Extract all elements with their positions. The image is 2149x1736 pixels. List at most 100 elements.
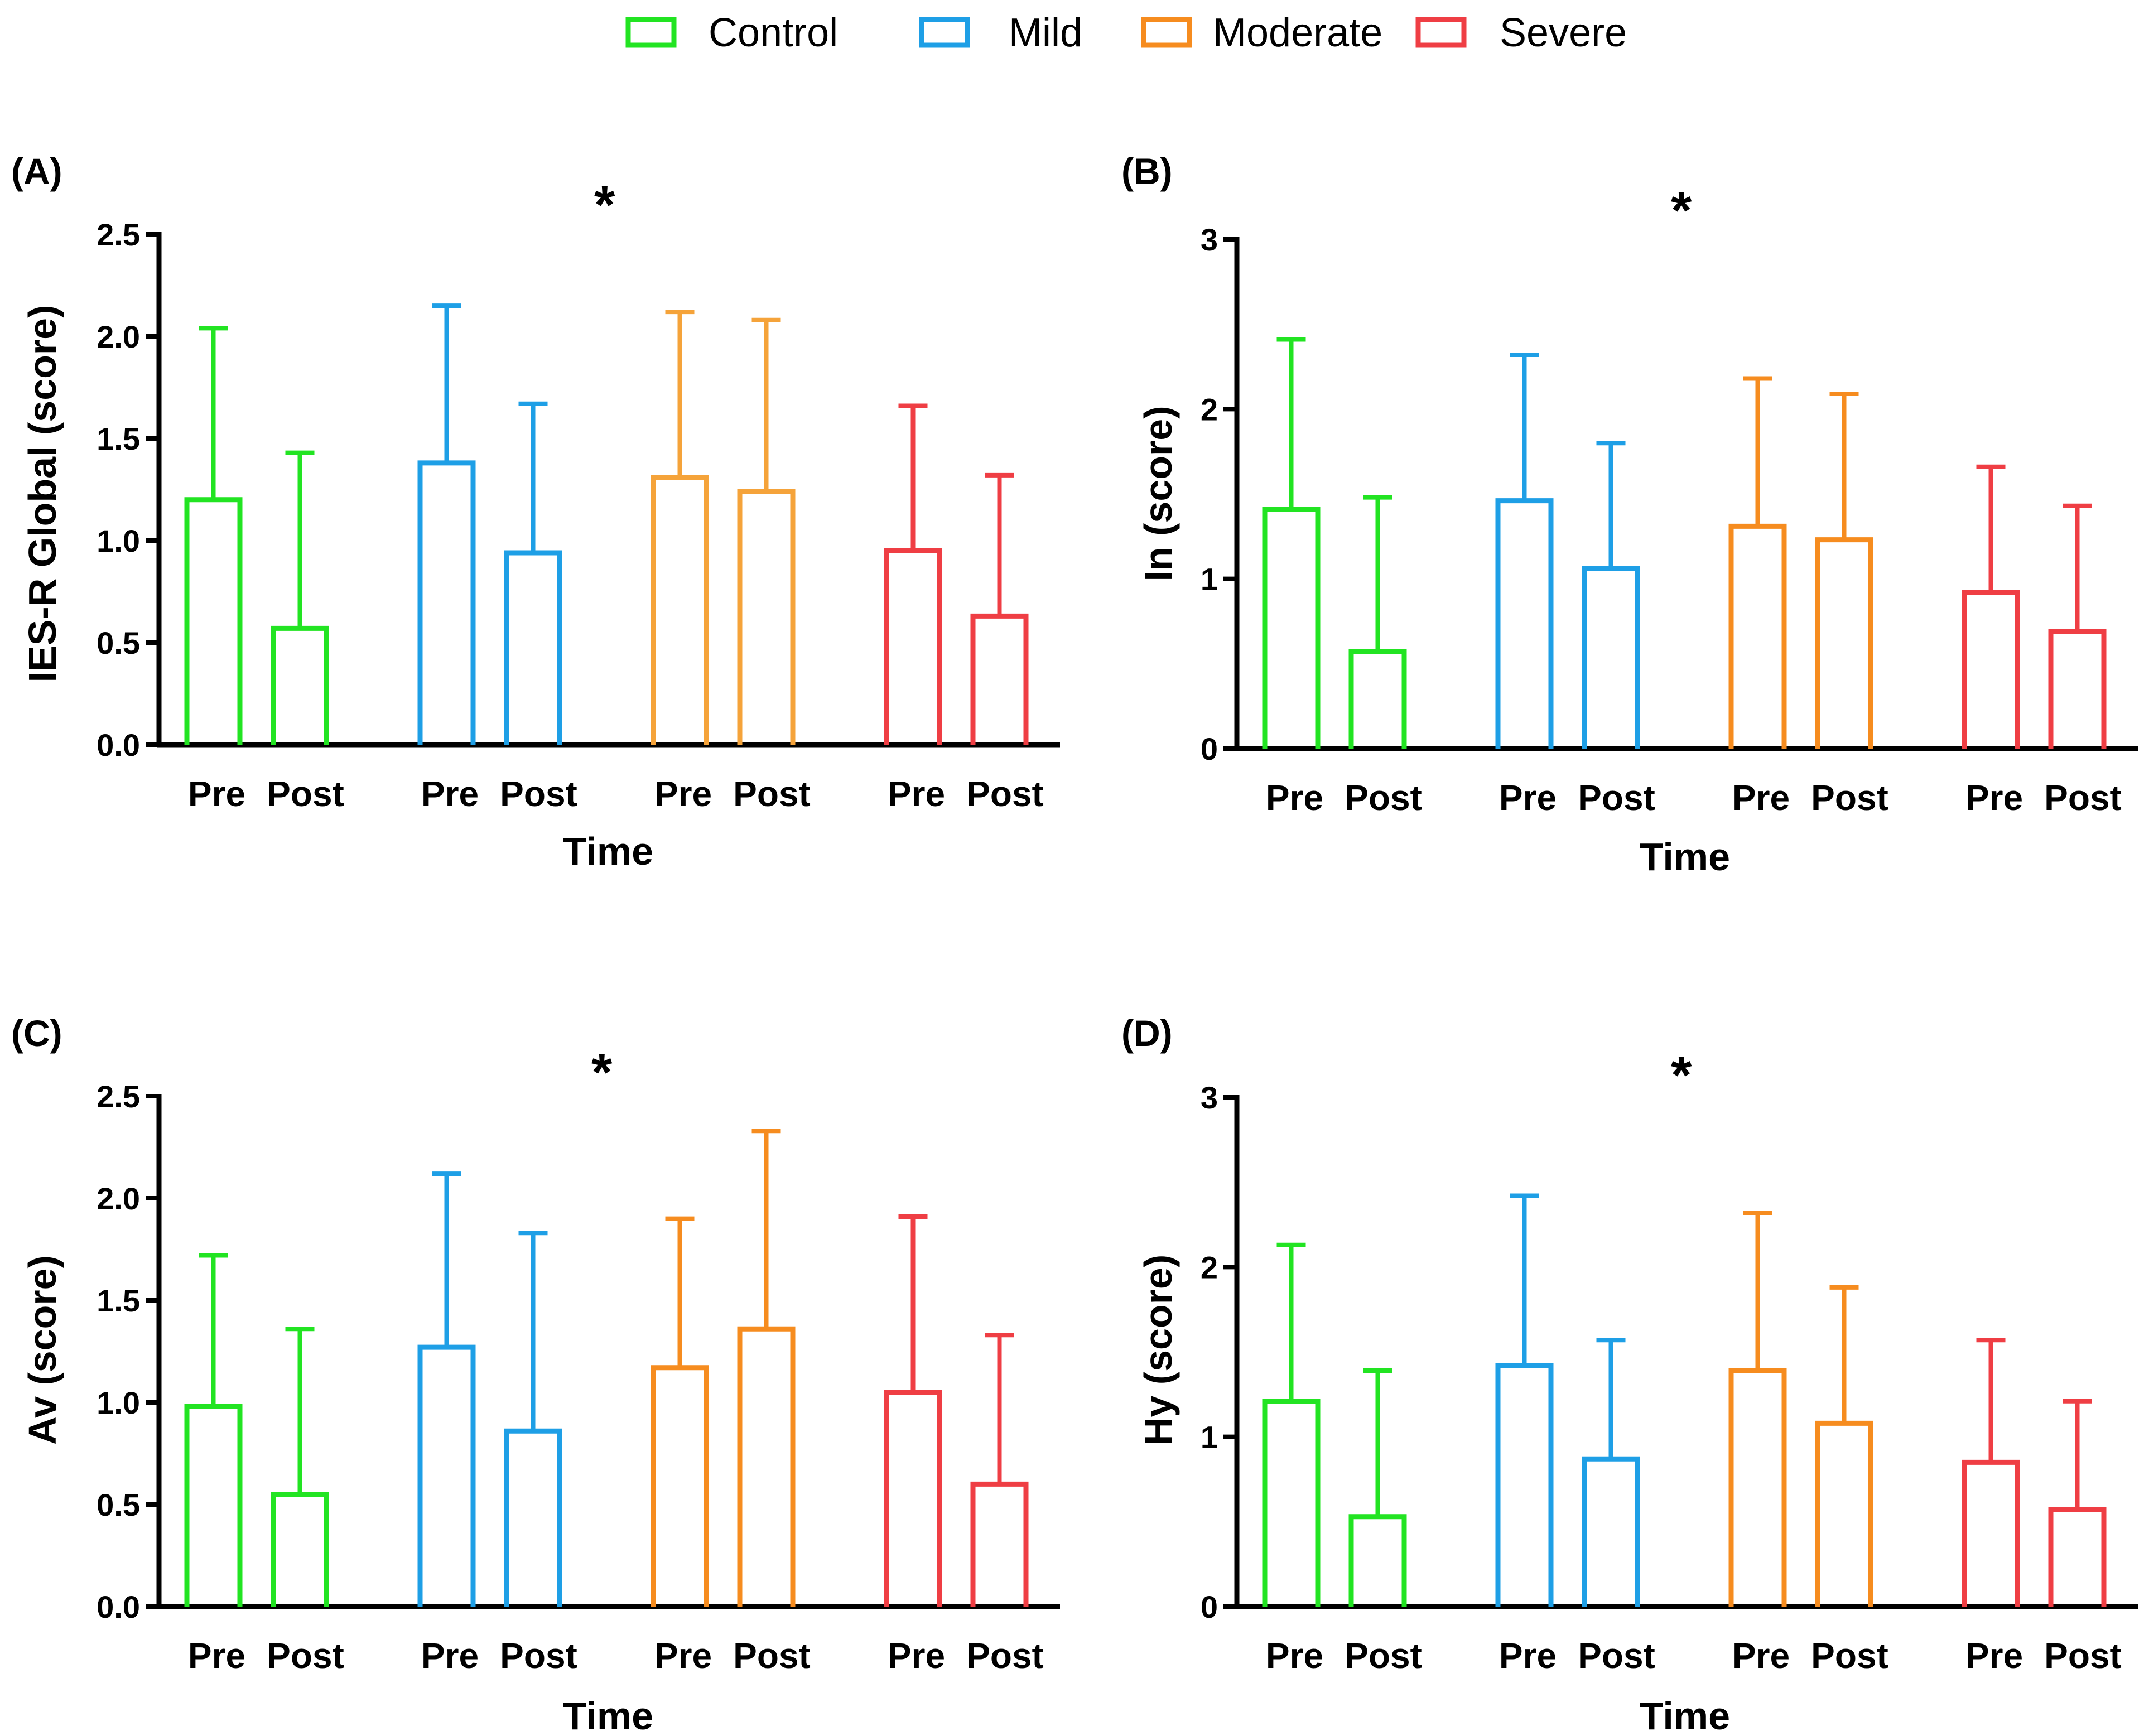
panel-a-y-title: IES-R Global (score): [21, 305, 64, 683]
panel-c-category-label-control-post: Post: [267, 1636, 344, 1676]
panel-d-bar-moderate-pre: [1728, 1368, 1787, 1607]
panel-a-bar-mild-post: [504, 550, 562, 745]
panel-b-label: (B): [1121, 151, 1173, 192]
panel-b-y-tick-label: 1: [1201, 562, 1218, 597]
panel-b-bar-mild-pre: [1495, 498, 1554, 749]
panel-b-bar-moderate-post: [1815, 537, 1873, 749]
panel-d-bar-mild-post: [1582, 1456, 1640, 1607]
panel-c-category-label-mild-pre: Pre: [421, 1636, 479, 1676]
panel-d-label: (D): [1121, 1012, 1173, 1054]
panel-b-bar-severe-pre: [1962, 590, 2020, 749]
panel-b-bar-control-post: [1348, 649, 1407, 749]
legend-swatch-mild: [919, 17, 970, 48]
panel-a-bar-control-pre: [184, 497, 243, 745]
panel-c-y-tick-label: 2.0: [97, 1181, 140, 1216]
panel-b-category-label-severe-post: Post: [2044, 778, 2122, 818]
panel-c-bar-control-post: [271, 1492, 329, 1607]
panel-a-category-label-control-post: Post: [267, 774, 344, 814]
panel-c-category-label-mild-post: Post: [500, 1636, 577, 1676]
panel-d-y-tick-label: 3: [1201, 1080, 1218, 1115]
panel-a-x-title: Time: [563, 830, 653, 873]
panel-c: (C) * Av (score) Time 0.0 0.5 1.0 1.5 2.0 2.5…: [11, 1012, 1060, 1736]
panel-d-category-label-mild-post: Post: [1578, 1636, 1655, 1676]
panel-d-category-label-moderate-pre: Pre: [1732, 1636, 1790, 1676]
legend-item-severe: Severe: [1415, 11, 1627, 55]
panel-c-label: (C): [11, 1012, 62, 1054]
legend-item-moderate: Moderate: [1141, 11, 1382, 55]
panel-d-bar-severe-pre: [1962, 1459, 2020, 1607]
panel-b-category-label-moderate-post: Post: [1811, 778, 1888, 818]
panel-a-y-tick-label: 0.5: [97, 625, 140, 660]
panel-b-category-label-control-post: Post: [1345, 778, 1422, 818]
panel-d-bar-severe-post: [2048, 1507, 2107, 1607]
panel-a-category-label-moderate-pre: Pre: [654, 774, 712, 814]
panel-a-category-label-moderate-post: Post: [733, 774, 811, 814]
panel-b-y-tick-label: 0: [1201, 731, 1218, 766]
panel-a: (A) * IES-R Global (score) Time 0.0 0.5 1.…: [11, 151, 1060, 873]
panel-d-plot: 0 1 2 3 Pre Post Pre Post Pre Post Pre Post: [1201, 1080, 2138, 1676]
panel-a-significance: *: [594, 175, 615, 235]
panel-b-y-tick-label: 2: [1201, 392, 1218, 427]
panel-c-bar-mild-pre: [417, 1344, 476, 1607]
panel-b-category-label-severe-pre: Pre: [1965, 778, 2023, 818]
legend-label-mild: Mild: [1009, 11, 1082, 55]
panel-b-category-label-moderate-pre: Pre: [1732, 778, 1790, 818]
panel-d-y-tick-label: 2: [1201, 1250, 1218, 1285]
panel-a-y-tick-label: 2.0: [97, 319, 140, 354]
panel-a-plot: 0.0 0.5 1.0 1.5 2.0 2.5 Pre Post Pre Post Pre Post P…: [97, 217, 1060, 814]
legend-item-mild: Mild: [919, 11, 1082, 55]
panel-a-bar-severe-post: [970, 613, 1029, 745]
panel-b-y-title: In (score): [1136, 406, 1180, 581]
panel-c-x-title: Time: [563, 1694, 653, 1736]
panel-c-category-label-moderate-post: Post: [733, 1636, 811, 1676]
panel-b-bar-control-pre: [1262, 507, 1321, 749]
panel-a-y-tick-label: 2.5: [97, 217, 140, 252]
panel-c-y-tick-label: 2.5: [97, 1079, 140, 1114]
panel-c-category-label-moderate-pre: Pre: [654, 1636, 712, 1676]
panel-a-category-label-mild-post: Post: [500, 774, 577, 814]
panel-a-bar-moderate-post: [737, 489, 796, 745]
panel-d-category-label-severe-pre: Pre: [1965, 1636, 2023, 1676]
panel-a-label: (A): [11, 151, 62, 192]
panel-a-category-label-severe-post: Post: [966, 774, 1044, 814]
panel-b-x-title: Time: [1640, 835, 1730, 879]
legend-label-severe: Severe: [1500, 11, 1627, 55]
panel-c-plot: 0.0 0.5 1.0 1.5 2.0 2.5 Pre Post Pre Post Pre Post P…: [97, 1079, 1060, 1676]
panel-a-bar-mild-pre: [417, 460, 476, 745]
legend-item-control: Control: [625, 11, 838, 55]
panel-d-y-tick-label: 0: [1201, 1589, 1218, 1624]
panel-c-category-label-control-pre: Pre: [188, 1636, 245, 1676]
panel-b: (B) * In (score) Time 0 1 2 3 Pre Post Pre Post…: [1121, 151, 2138, 879]
panel-d-significance: *: [1671, 1045, 1692, 1105]
panel-a-category-label-severe-pre: Pre: [888, 774, 945, 814]
legend-label-control: Control: [709, 11, 838, 55]
panel-a-y-tick-label: 1.5: [97, 421, 140, 456]
panel-d-category-label-moderate-post: Post: [1811, 1636, 1888, 1676]
panel-d-category-label-control-pre: Pre: [1266, 1636, 1323, 1676]
panel-d-category-label-control-post: Post: [1345, 1636, 1422, 1676]
panel-a-bar-control-post: [271, 625, 329, 745]
panel-b-y-tick-label: 3: [1201, 222, 1218, 257]
legend: Control Mild Moderate Severe: [625, 11, 1627, 55]
panel-d-bar-control-post: [1348, 1514, 1407, 1607]
panel-d-y-title: Hy (score): [1136, 1255, 1180, 1445]
panel-b-significance: *: [1671, 181, 1692, 240]
panel-c-bar-control-pre: [184, 1404, 243, 1607]
panel-d-bar-control-pre: [1262, 1399, 1321, 1607]
panel-d-category-label-severe-post: Post: [2044, 1636, 2122, 1676]
panel-a-y-tick-label: 0.0: [97, 727, 140, 763]
panel-a-category-label-control-pre: Pre: [188, 774, 245, 814]
panel-c-y-tick-label: 1.5: [97, 1283, 140, 1318]
legend-swatch-control: [625, 17, 677, 48]
panel-a-y-tick-label: 1.0: [97, 523, 140, 558]
panel-d-y-tick-label: 1: [1201, 1420, 1218, 1455]
panel-b-plot: 0 1 2 3 Pre Post Pre Post Pre Post Pre Post: [1201, 222, 2138, 818]
panel-c-significance: *: [591, 1043, 613, 1102]
panel-b-bar-moderate-pre: [1728, 523, 1787, 749]
panel-b-category-label-mild-post: Post: [1578, 778, 1655, 818]
panel-c-bar-moderate-post: [737, 1326, 796, 1607]
panel-a-category-label-mild-pre: Pre: [421, 774, 479, 814]
panel-c-y-tick-label: 1.0: [97, 1385, 140, 1420]
panel-a-bar-moderate-pre: [651, 475, 709, 745]
